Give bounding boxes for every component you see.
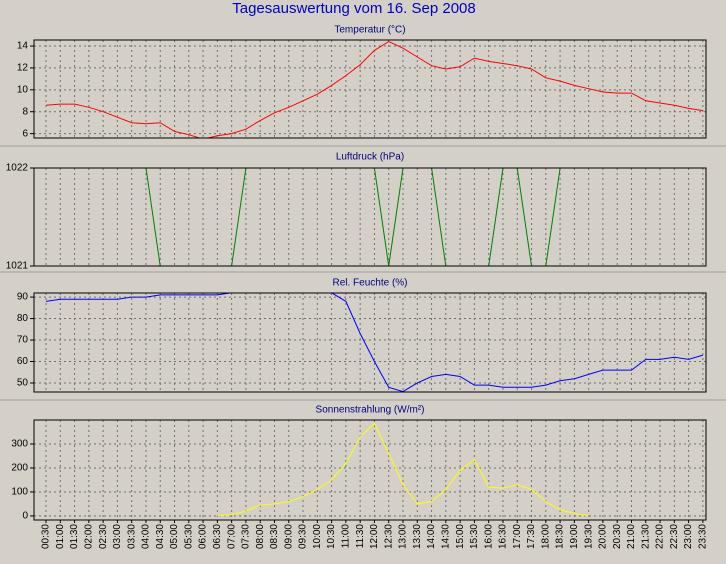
x-tick-label: 15:00 — [455, 524, 466, 549]
y-tick-label: 8 — [22, 106, 28, 117]
y-tick-label: 0 — [22, 511, 28, 522]
page-title: Tagesauswertung vom 16. Sep 2008 — [232, 0, 476, 17]
panel-title: Sonnenstrahlung (W/m²) — [316, 405, 425, 416]
plot-frame — [33, 419, 707, 521]
x-tick-label: 06:30 — [212, 524, 223, 549]
x-tick-label: 15:30 — [469, 524, 480, 549]
data-line — [46, 168, 703, 266]
x-tick-label: 04:00 — [141, 524, 152, 549]
x-tick-label: 01:00 — [55, 524, 66, 549]
x-tick-label: 22:30 — [669, 524, 680, 549]
x-tick-label: 09:30 — [298, 524, 309, 549]
y-tick-label: 1021 — [6, 261, 29, 272]
y-tick-label: 50 — [17, 378, 29, 389]
x-tick-label: 02:30 — [98, 524, 109, 549]
x-tick-label: 19:00 — [569, 524, 580, 549]
x-tick-label: 16:00 — [483, 524, 494, 549]
x-tick-label: 09:00 — [283, 524, 294, 549]
x-tick-label: 18:30 — [555, 524, 566, 549]
y-tick-label: 100 — [11, 487, 28, 498]
y-tick-label: 90 — [17, 292, 29, 303]
y-tick-label: 10 — [17, 84, 29, 95]
x-tick-label: 01:30 — [69, 524, 80, 549]
y-tick-label: 14 — [17, 41, 29, 52]
x-tick-label: 10:30 — [326, 524, 337, 549]
y-tick-label: 80 — [17, 313, 29, 324]
x-tick-label: 04:30 — [155, 524, 166, 549]
series — [46, 168, 703, 266]
x-tick-label: 22:00 — [655, 524, 666, 549]
panel-title: Temperatur (°C) — [334, 25, 405, 36]
x-tick-label: 13:00 — [398, 524, 409, 549]
x-tick-label: 12:30 — [383, 524, 394, 549]
x-tick-label: 10:00 — [312, 524, 323, 549]
plot-area — [33, 292, 707, 393]
y-tick-label: 12 — [17, 63, 29, 74]
x-tick-label: 11:00 — [341, 524, 352, 549]
x-tick-label: 11:30 — [355, 524, 366, 549]
x-tick-label: 23:00 — [683, 524, 694, 549]
y-tick-label: 60 — [17, 356, 29, 367]
x-tick-label: 20:00 — [598, 524, 609, 549]
plot-area — [33, 167, 707, 267]
x-tick-label: 13:30 — [412, 524, 423, 549]
x-tick-label: 05:00 — [169, 524, 180, 549]
x-tick-label: 20:30 — [612, 524, 623, 549]
x-tick-label: 14:00 — [426, 524, 437, 549]
y-tick-label: 6 — [22, 128, 28, 139]
y-tick-label: 1022 — [6, 163, 29, 174]
plot-frame — [33, 167, 707, 267]
x-tick-label: 05:30 — [183, 524, 194, 549]
x-tick-label: 21:00 — [626, 524, 637, 549]
series — [45, 293, 704, 392]
x-tick-label: 00:30 — [41, 524, 52, 549]
x-tick-label: 16:30 — [498, 524, 509, 549]
y-tick-label: 300 — [11, 439, 28, 450]
x-tick-label: 14:30 — [440, 524, 451, 549]
x-tick-label: 07:30 — [241, 524, 252, 549]
x-tick-label: 12:00 — [369, 524, 380, 549]
x-tick-label: 07:00 — [226, 524, 237, 549]
x-tick-label: 06:00 — [198, 524, 209, 549]
x-tick-label: 03:00 — [112, 524, 123, 549]
x-tick-label: 17:30 — [526, 524, 537, 549]
series — [45, 41, 703, 138]
x-tick-label: 02:00 — [83, 524, 94, 549]
y-tick-label: 70 — [17, 335, 29, 346]
plot-frame — [33, 39, 707, 139]
x-tick-label: 23:30 — [698, 524, 709, 549]
panel-title: Rel. Feuchte (%) — [332, 278, 407, 289]
data-line — [45, 41, 703, 138]
x-tick-label: 17:00 — [512, 524, 523, 549]
x-tick-label: 21:30 — [640, 524, 651, 549]
data-line — [217, 422, 589, 517]
y-tick-label: 200 — [11, 463, 28, 474]
x-tick-label: 08:30 — [269, 524, 280, 549]
x-tick-label: 03:30 — [126, 524, 137, 549]
plot-area — [33, 419, 707, 521]
data-line — [45, 293, 704, 392]
x-tick-label: 18:00 — [540, 524, 551, 549]
panel-title: Luftdruck (hPa) — [336, 152, 404, 163]
series — [217, 422, 589, 517]
x-tick-label: 08:00 — [255, 524, 266, 549]
x-tick-label: 19:30 — [583, 524, 594, 549]
plot-frame — [33, 292, 707, 393]
